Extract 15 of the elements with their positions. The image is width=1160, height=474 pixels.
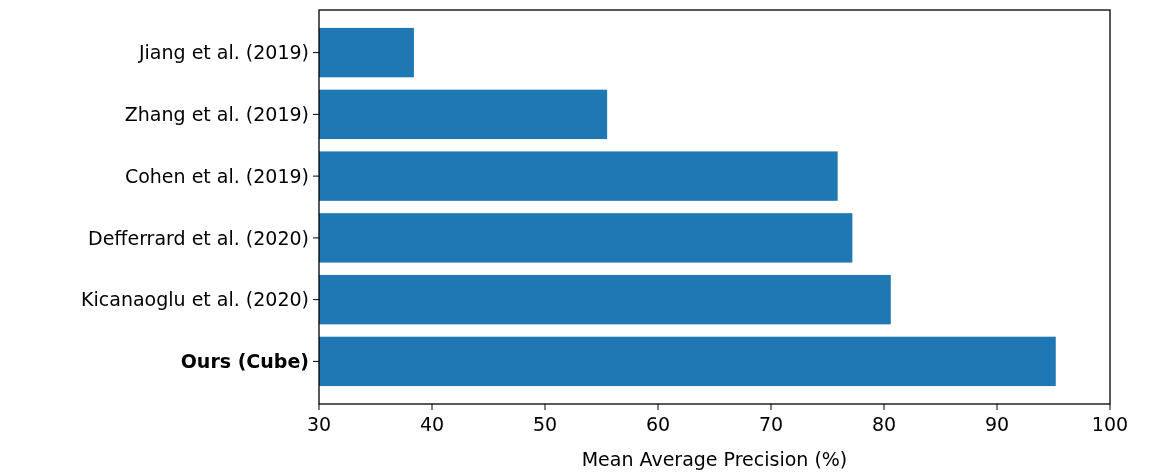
y-tick-label: Kicanaoglu et al. (2020) [81, 288, 309, 311]
y-tick-label: Ours (Cube) [180, 350, 309, 373]
x-axis-title: Mean Average Precision (%) [581, 448, 848, 470]
x-tick-label: 30 [306, 413, 332, 435]
x-tick-label: 100 [1091, 413, 1129, 435]
x-tick-label: 70 [758, 413, 784, 435]
x-tick-label: 80 [871, 413, 897, 435]
y-tick-label: Jiang et al. (2019) [137, 41, 309, 64]
x-tick-label: 90 [984, 413, 1010, 435]
y-tick-label: Cohen et al. (2019) [124, 164, 309, 187]
x-tick-label: 60 [645, 413, 671, 435]
x-tick-label: 50 [532, 413, 558, 435]
x-tick-label: 40 [419, 413, 445, 435]
y-tick-label: Defferrard et al. (2020) [88, 226, 309, 249]
y-tick-label: Zhang et al. (2019) [124, 103, 309, 126]
